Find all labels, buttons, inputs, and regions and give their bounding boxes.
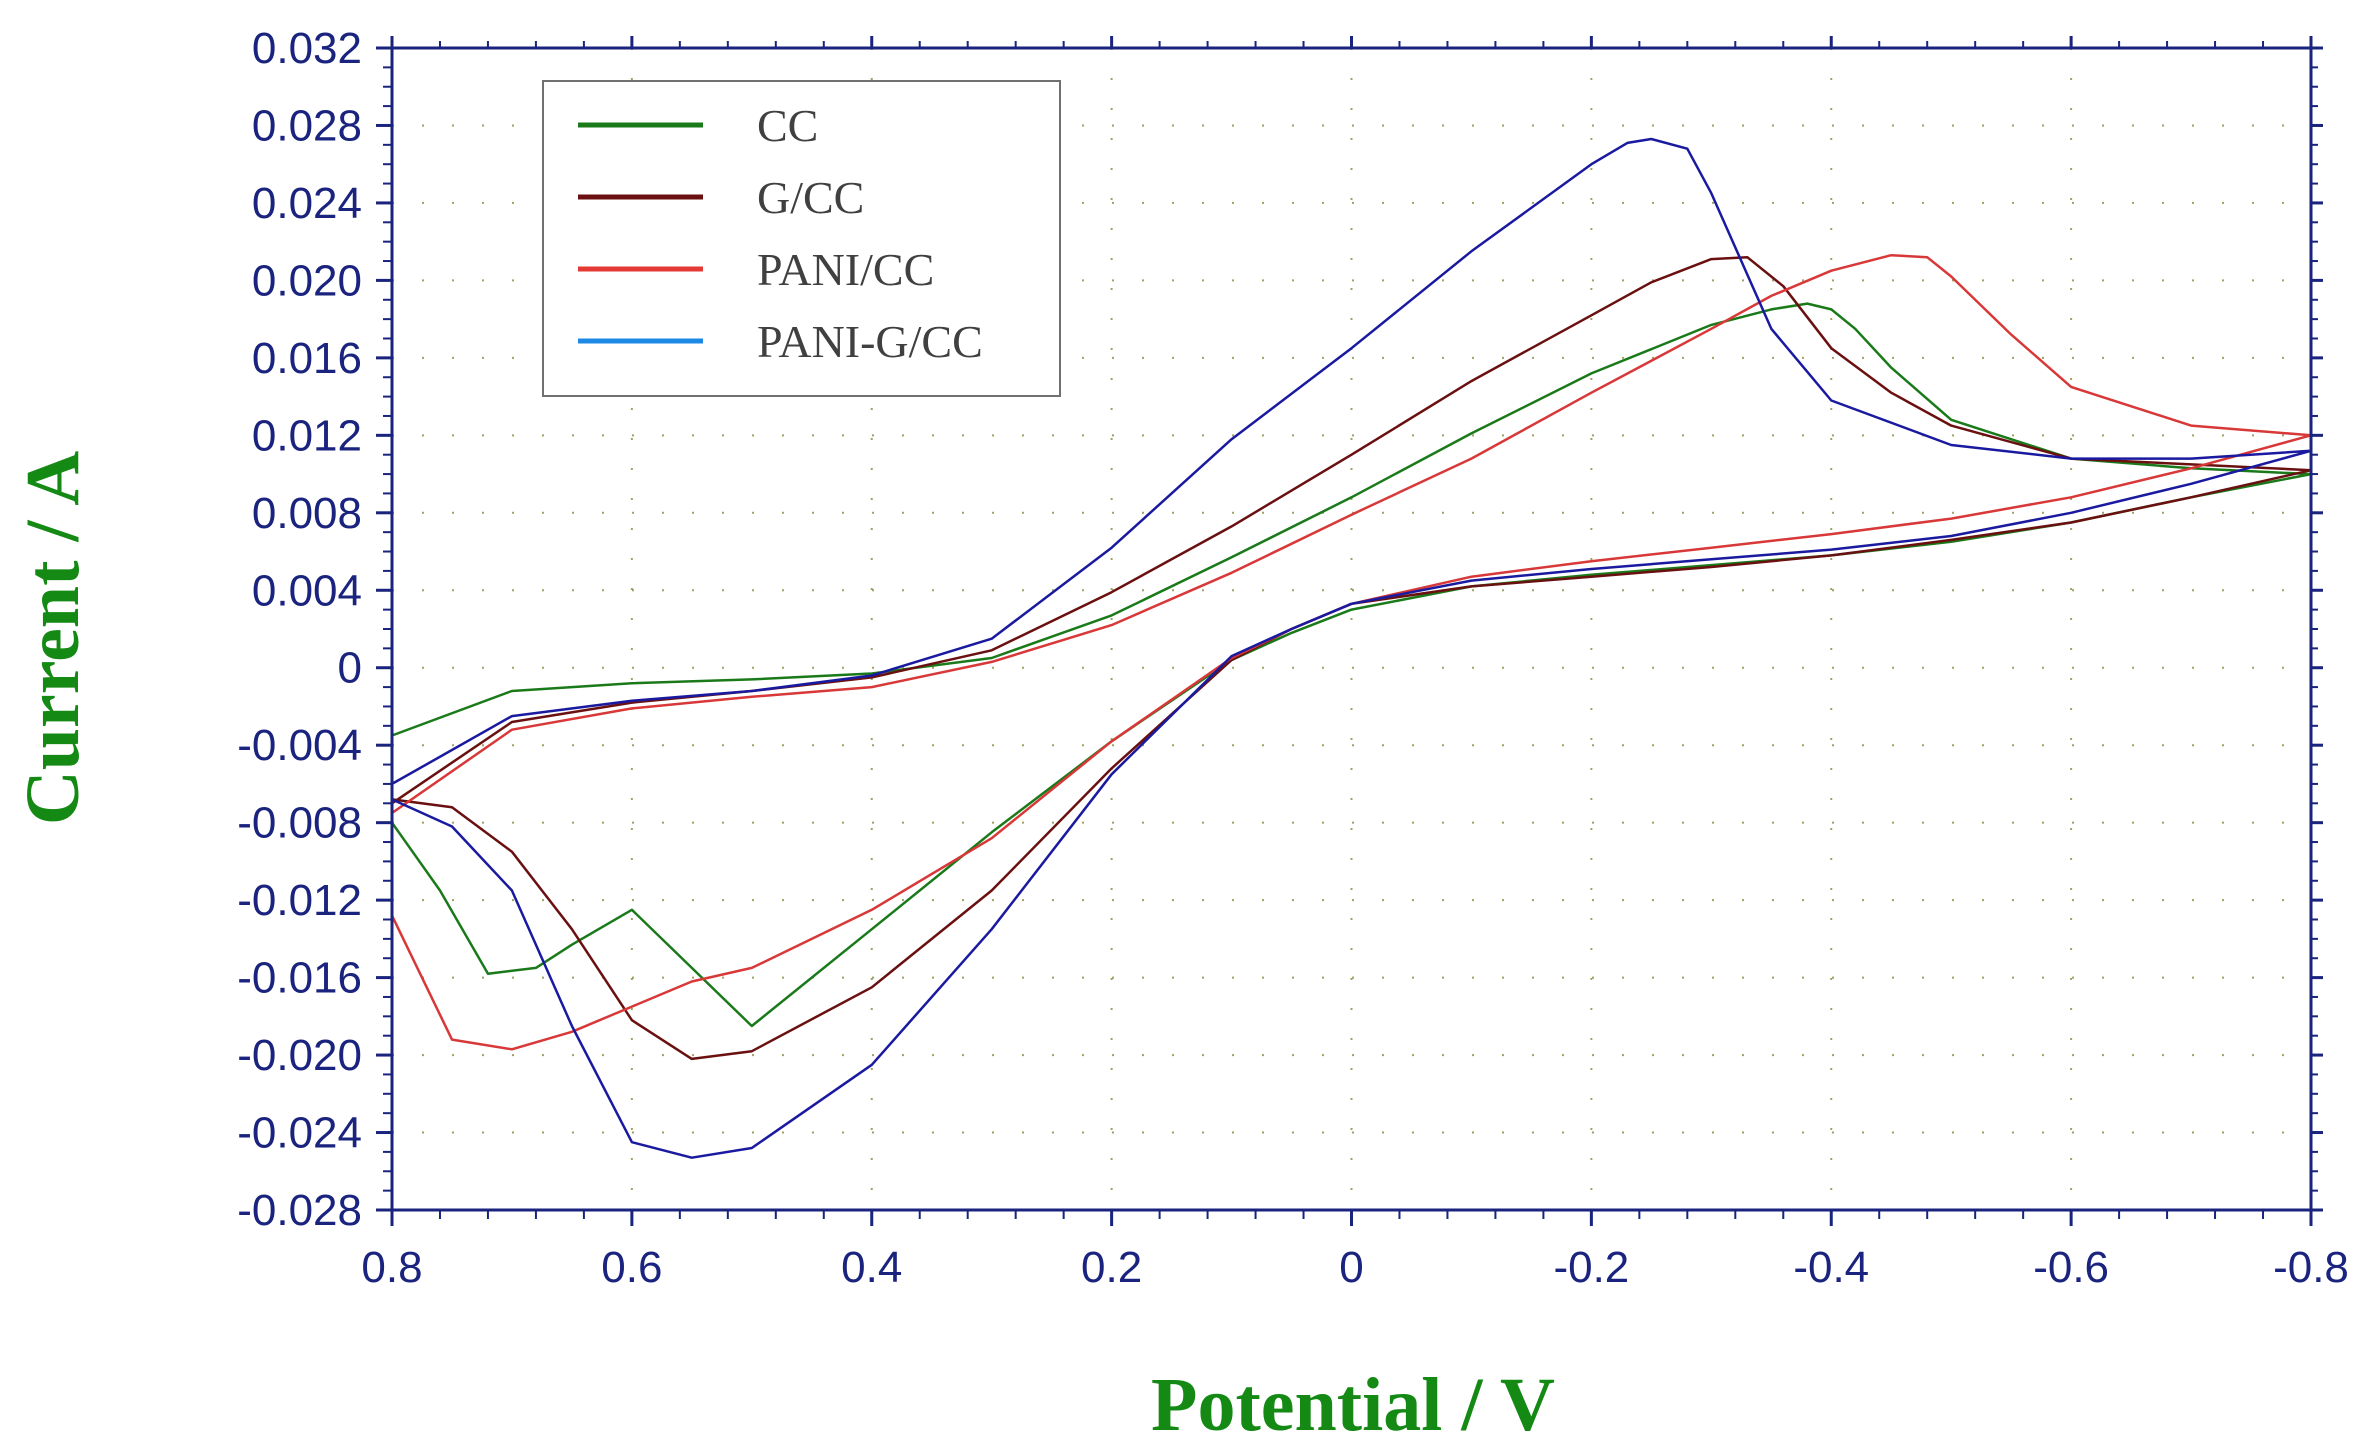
- y-tick-label: 0.012: [252, 411, 362, 460]
- y-tick-label: 0: [338, 644, 362, 693]
- y-tick-label: -0.024: [237, 1109, 362, 1158]
- y-tick-label: 0.028: [252, 101, 362, 150]
- y-tick-label: -0.012: [237, 876, 362, 925]
- y-axis-title: Current / A: [11, 451, 95, 825]
- y-tick-label: 0.016: [252, 334, 362, 383]
- y-tick-label: -0.008: [237, 799, 362, 848]
- y-tick-label: 0.004: [252, 566, 362, 615]
- y-tick-label: 0.008: [252, 489, 362, 538]
- legend-label-g-cc: G/CC: [757, 172, 864, 223]
- y-tick-label: -0.004: [237, 721, 362, 770]
- x-tick-label: -0.4: [1793, 1243, 1869, 1292]
- x-tick-label: 0.4: [841, 1243, 902, 1292]
- y-tick-label: -0.020: [237, 1031, 362, 1080]
- y-tick-label: 0.032: [252, 24, 362, 73]
- y-tick-label: 0.024: [252, 179, 362, 228]
- x-tick-label: -0.2: [1553, 1243, 1629, 1292]
- ticks: 0.8 0.6 0.4 0.2 0 -0.2 -0.4 -0.6 -0.8 0.032 0.028 0…: [237, 24, 2349, 1292]
- legend-label-cc: CC: [757, 100, 818, 151]
- y-tick-label: -0.016: [237, 954, 362, 1003]
- x-axis-title: Potential / V: [1151, 1363, 1555, 1447]
- x-tick-label: -0.6: [2033, 1243, 2109, 1292]
- legend: CC G/CC PANI/CC PANI-G/CC: [542, 80, 1061, 397]
- legend-label-pani-cc: PANI/CC: [757, 244, 934, 295]
- x-tick-label: 0: [1339, 1243, 1363, 1292]
- x-tick-label: 0.6: [601, 1243, 662, 1292]
- y-tick-label: -0.028: [237, 1186, 362, 1235]
- x-tick-label: 0.2: [1081, 1243, 1142, 1292]
- legend-label-pani-g-cc: PANI-G/CC: [757, 316, 983, 367]
- x-tick-label: -0.8: [2273, 1243, 2349, 1292]
- x-tick-label: 0.8: [361, 1243, 422, 1292]
- y-tick-label: 0.020: [252, 256, 362, 305]
